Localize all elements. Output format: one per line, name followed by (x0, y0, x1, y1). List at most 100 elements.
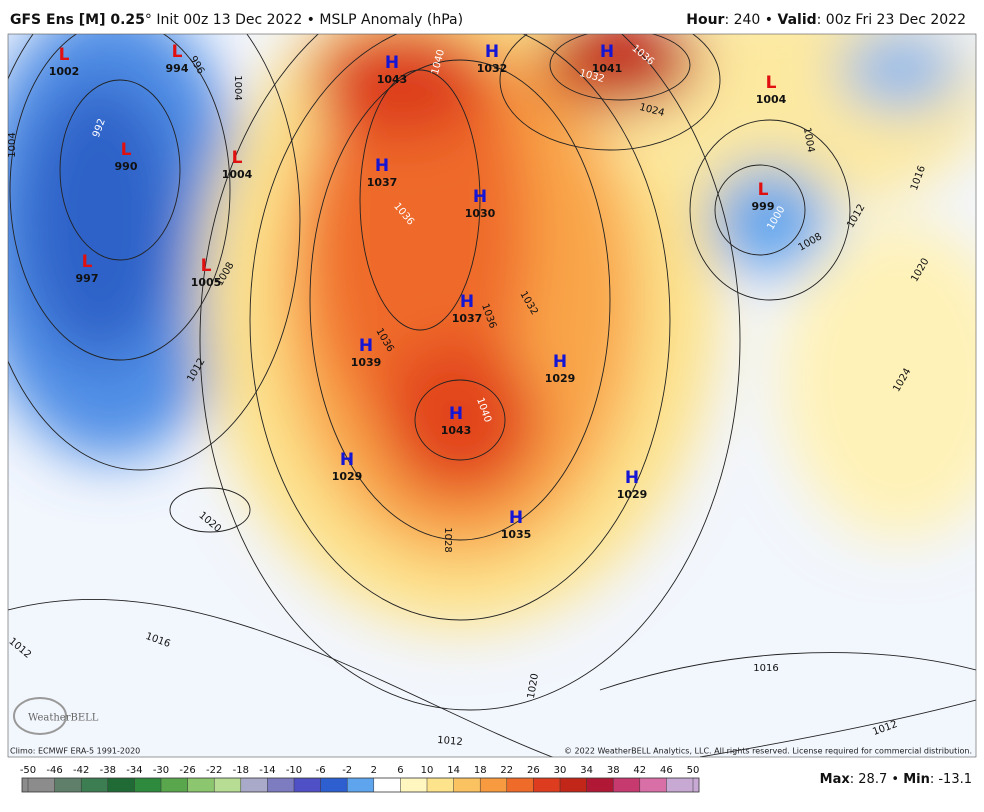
center-pressure: 1039 (351, 356, 382, 369)
center-pressure: 1043 (441, 424, 472, 437)
isobar-label: 1004 (801, 127, 816, 154)
header-valid: Hour: 240 • Valid: 00z Fri 23 Dec 2022 (686, 12, 966, 28)
separator: • (891, 772, 899, 787)
colorbar-segment (373, 778, 401, 792)
colorbar-tick-label: -18 (233, 765, 249, 776)
min: -13.1 (938, 772, 972, 787)
colorbar-tick-label: 10 (421, 765, 434, 776)
colorbar-segment (81, 778, 109, 792)
logo-text: WeatherBELL (28, 713, 99, 724)
center-letter: H (359, 336, 373, 356)
colorbar-segment (161, 778, 189, 792)
colorbar-segment (240, 778, 268, 792)
colorbar-segment (586, 778, 614, 792)
map-frame (7, 33, 977, 758)
colorbar-tick-label: 42 (633, 765, 646, 776)
colorbar-segment (294, 778, 322, 792)
center-pressure: 1037 (367, 176, 398, 189)
center-letter: L (766, 73, 777, 93)
center-pressure: 1004 (756, 93, 787, 106)
center-pressure: 1032 (477, 62, 508, 75)
valid: : 00z Fri 23 Dec 2022 (817, 12, 966, 28)
colorbar-tick-label: -6 (316, 765, 326, 776)
center-letter: L (172, 42, 183, 62)
isobar-label: 1020 (526, 673, 541, 700)
colorbar-segment (320, 778, 348, 792)
center-pressure: 1035 (501, 528, 532, 541)
colorbar-segment (22, 778, 56, 792)
logo: WeatherBELL (13, 697, 99, 735)
isobar-label: 1028 (442, 527, 453, 552)
center-pressure: 1005 (191, 276, 222, 289)
center-letter: H (449, 404, 463, 424)
colorbar-tick-label: -26 (179, 765, 195, 776)
colorbar-tick-label: 34 (580, 765, 593, 776)
colorbar-tick-label: -50 (20, 765, 36, 776)
max: 28.7 (858, 772, 887, 787)
colorbar-tick-label: 2 (371, 765, 377, 776)
center-letter: H (385, 53, 399, 73)
colorbar-tick-label: -46 (46, 765, 62, 776)
isobar-label: 1004 (7, 132, 18, 157)
center-letter: H (375, 156, 389, 176)
colorbar-tick-label: 30 (554, 765, 567, 776)
center-pressure: 1029 (545, 372, 576, 385)
hour: : 240 • (724, 12, 777, 28)
center-pressure: 1041 (592, 62, 623, 75)
colorbar-segment (560, 778, 588, 792)
colorbar-segment (107, 778, 135, 792)
max-label: Max (820, 772, 851, 787)
center-pressure: 1043 (377, 73, 408, 86)
colorbar-frame (21, 777, 700, 793)
center-letter: L (201, 256, 212, 276)
hour-label: Hour (686, 12, 724, 28)
center-letter: L (232, 148, 243, 168)
center-pressure: 999 (752, 200, 775, 213)
colorbar-segment (613, 778, 641, 792)
center-letter: H (553, 352, 567, 372)
copyright: © 2022 WeatherBELL Analytics, LLC. All r… (564, 747, 972, 756)
colorbar-tick-label: 38 (607, 765, 620, 776)
colorbar-tick-label: -2 (342, 765, 352, 776)
colorbar-segment (134, 778, 162, 792)
center-pressure: 1004 (222, 168, 253, 181)
colorbar-tick-label: 14 (447, 765, 460, 776)
colorbar-tick-label: 6 (397, 765, 403, 776)
center-letter: H (625, 468, 639, 488)
colorbar-segment (506, 778, 534, 792)
colorbar-segment (427, 778, 455, 792)
colorbar-segment (187, 778, 215, 792)
center-letter: L (82, 252, 93, 272)
colorbar-tick-label: 22 (500, 765, 513, 776)
center-pressure: 997 (76, 272, 99, 285)
center-letter: H (340, 450, 354, 470)
colorbar-tick-label: -42 (73, 765, 89, 776)
min-label: Min (903, 772, 930, 787)
center-letter: L (59, 45, 70, 65)
center-letter: H (460, 292, 474, 312)
stats: Max: 28.7 • Min: -13.1 (820, 772, 972, 787)
center-pressure: 1002 (49, 65, 80, 78)
center-pressure: 990 (115, 160, 138, 173)
center-letter: H (600, 42, 614, 62)
center-letter: H (485, 42, 499, 62)
isobars (8, 34, 976, 757)
header-title: GFS Ens [M] 0.25° Init 00z 13 Dec 2022 •… (10, 12, 463, 28)
colorbar-tick-label: 26 (527, 765, 540, 776)
colorbar-tick-label: 50 (687, 765, 700, 776)
model: GFS Ens [M] 0.25 (10, 12, 145, 28)
center-letter: H (473, 187, 487, 207)
colorbar-tick-label: -34 (126, 765, 142, 776)
center-pressure: 1037 (452, 312, 483, 325)
colorbar-tick-label: -38 (100, 765, 116, 776)
run-info: ° Init 00z 13 Dec 2022 • MSLP Anomaly (h… (145, 12, 463, 28)
colorbar-segment (54, 778, 82, 792)
center-letter: H (509, 508, 523, 528)
colorbar-tick-label: 46 (660, 765, 673, 776)
climo: Climo: ECMWF ERA-5 1991-2020 (10, 747, 140, 756)
colorbar-tick-label: 18 (474, 765, 487, 776)
isobar-label: 1012 (437, 735, 463, 748)
center-letter: L (758, 180, 769, 200)
